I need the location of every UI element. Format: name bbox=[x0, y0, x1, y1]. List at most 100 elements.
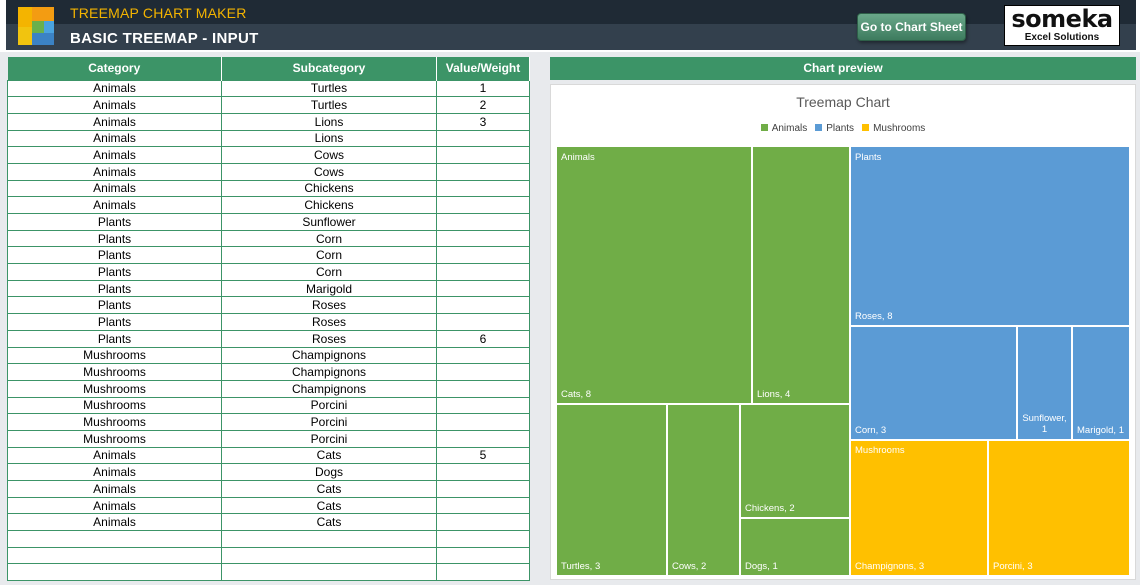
cell-value[interactable] bbox=[436, 363, 530, 381]
treemap-tile[interactable] bbox=[668, 405, 739, 575]
treemap-tile[interactable] bbox=[557, 405, 666, 575]
cell-category[interactable]: Animals bbox=[7, 513, 222, 532]
cell-subcategory[interactable]: Roses bbox=[221, 296, 437, 315]
cell-subcategory[interactable]: Champignons bbox=[221, 346, 437, 365]
cell-category[interactable] bbox=[7, 530, 222, 548]
cell-value[interactable] bbox=[436, 213, 530, 231]
cell-category[interactable]: Plants bbox=[7, 246, 222, 265]
cell-value[interactable]: 5 bbox=[436, 446, 530, 465]
cell-subcategory[interactable]: Turtles bbox=[221, 79, 437, 98]
cell-subcategory[interactable]: Porcini bbox=[221, 396, 437, 415]
cell-subcategory[interactable]: Porcini bbox=[221, 413, 437, 431]
cell-value[interactable] bbox=[436, 229, 530, 248]
treemap-tile[interactable] bbox=[851, 147, 1129, 325]
cell-value[interactable] bbox=[436, 196, 530, 214]
cell-category[interactable]: Animals bbox=[7, 179, 222, 198]
cell-value[interactable] bbox=[436, 246, 530, 265]
cell-value[interactable] bbox=[436, 129, 530, 148]
cell-category[interactable]: Animals bbox=[7, 129, 222, 148]
cell-subcategory[interactable]: Turtles bbox=[221, 96, 437, 114]
treemap-tile[interactable] bbox=[753, 147, 849, 403]
cell-subcategory[interactable]: Roses bbox=[221, 329, 437, 348]
cell-category[interactable]: Plants bbox=[7, 296, 222, 315]
treemap-tile[interactable] bbox=[1073, 327, 1129, 439]
cell-subcategory[interactable]: Cats bbox=[221, 446, 437, 465]
cell-subcategory[interactable]: Chickens bbox=[221, 196, 437, 214]
go-to-chart-sheet-button[interactable]: Go to Chart Sheet bbox=[857, 13, 966, 41]
cell-category[interactable] bbox=[7, 563, 222, 582]
cell-subcategory[interactable]: Corn bbox=[221, 229, 437, 248]
cell-category[interactable]: Animals bbox=[7, 112, 222, 131]
cell-category[interactable]: Plants bbox=[7, 313, 222, 331]
cell-category[interactable]: Plants bbox=[7, 329, 222, 348]
cell-value[interactable] bbox=[436, 546, 530, 565]
cell-value[interactable] bbox=[436, 346, 530, 365]
cell-category[interactable]: Animals bbox=[7, 96, 222, 114]
cell-value[interactable] bbox=[436, 429, 530, 448]
cell-value[interactable] bbox=[436, 313, 530, 331]
treemap-tile[interactable] bbox=[1018, 327, 1071, 439]
cell-value[interactable] bbox=[436, 379, 530, 398]
cell-subcategory[interactable] bbox=[221, 530, 437, 548]
cell-value[interactable] bbox=[436, 263, 530, 281]
cell-value[interactable]: 3 bbox=[436, 112, 530, 131]
cell-value[interactable] bbox=[436, 296, 530, 315]
cell-subcategory[interactable]: Marigold bbox=[221, 279, 437, 298]
treemap-tile[interactable] bbox=[851, 327, 1016, 439]
cell-category[interactable]: Mushrooms bbox=[7, 413, 222, 431]
cell-category[interactable]: Animals bbox=[7, 146, 222, 164]
cell-category[interactable]: Plants bbox=[7, 213, 222, 231]
cell-category[interactable]: Animals bbox=[7, 79, 222, 98]
cell-value[interactable] bbox=[436, 496, 530, 515]
cell-subcategory[interactable]: Porcini bbox=[221, 429, 437, 448]
treemap-chart[interactable]: Cats, 8 Lions, 4 Turtles, 3 Cows, 2 Chickens… bbox=[557, 147, 1129, 577]
cell-category[interactable]: Animals bbox=[7, 480, 222, 498]
cell-value[interactable] bbox=[436, 162, 530, 181]
cell-subcategory[interactable]: Dogs bbox=[221, 463, 437, 481]
cell-value[interactable] bbox=[436, 146, 530, 164]
cell-category[interactable]: Animals bbox=[7, 162, 222, 181]
cell-value[interactable] bbox=[436, 480, 530, 498]
treemap-tile[interactable] bbox=[989, 441, 1129, 575]
chart-panel[interactable]: Treemap Chart Animals Plants Mushrooms Cat… bbox=[550, 84, 1136, 580]
cell-value[interactable] bbox=[436, 563, 530, 582]
cell-category[interactable]: Mushrooms bbox=[7, 363, 222, 381]
treemap-tile[interactable] bbox=[741, 405, 849, 517]
cell-subcategory[interactable] bbox=[221, 563, 437, 582]
cell-subcategory[interactable]: Cats bbox=[221, 513, 437, 532]
cell-category[interactable]: Animals bbox=[7, 496, 222, 515]
cell-subcategory[interactable]: Lions bbox=[221, 129, 437, 148]
cell-category[interactable]: Animals bbox=[7, 446, 222, 465]
cell-category[interactable]: Mushrooms bbox=[7, 396, 222, 415]
cell-category[interactable]: Animals bbox=[7, 463, 222, 481]
cell-subcategory[interactable]: Champignons bbox=[221, 363, 437, 381]
cell-subcategory[interactable]: Cats bbox=[221, 496, 437, 515]
cell-category[interactable]: Plants bbox=[7, 263, 222, 281]
cell-value[interactable] bbox=[436, 413, 530, 431]
cell-category[interactable]: Animals bbox=[7, 196, 222, 214]
cell-value[interactable] bbox=[436, 463, 530, 481]
cell-subcategory[interactable]: Roses bbox=[221, 313, 437, 331]
cell-value[interactable]: 2 bbox=[436, 96, 530, 114]
cell-subcategory[interactable]: Lions bbox=[221, 112, 437, 131]
cell-value[interactable]: 1 bbox=[436, 79, 530, 98]
cell-value[interactable] bbox=[436, 396, 530, 415]
treemap-tile[interactable] bbox=[851, 441, 987, 575]
cell-subcategory[interactable]: Champignons bbox=[221, 379, 437, 398]
cell-category[interactable]: Mushrooms bbox=[7, 429, 222, 448]
cell-subcategory[interactable]: Cows bbox=[221, 146, 437, 164]
cell-subcategory[interactable]: Sunflower bbox=[221, 213, 437, 231]
cell-category[interactable]: Mushrooms bbox=[7, 379, 222, 398]
cell-subcategory[interactable]: Cows bbox=[221, 162, 437, 181]
cell-category[interactable]: Plants bbox=[7, 229, 222, 248]
cell-subcategory[interactable]: Cats bbox=[221, 480, 437, 498]
cell-category[interactable]: Plants bbox=[7, 279, 222, 298]
cell-subcategory[interactable]: Corn bbox=[221, 263, 437, 281]
cell-value[interactable] bbox=[436, 530, 530, 548]
cell-subcategory[interactable] bbox=[221, 546, 437, 565]
cell-subcategory[interactable]: Chickens bbox=[221, 179, 437, 198]
treemap-tile[interactable] bbox=[741, 519, 849, 575]
cell-subcategory[interactable]: Corn bbox=[221, 246, 437, 265]
cell-category[interactable] bbox=[7, 546, 222, 565]
cell-value[interactable]: 6 bbox=[436, 329, 530, 348]
